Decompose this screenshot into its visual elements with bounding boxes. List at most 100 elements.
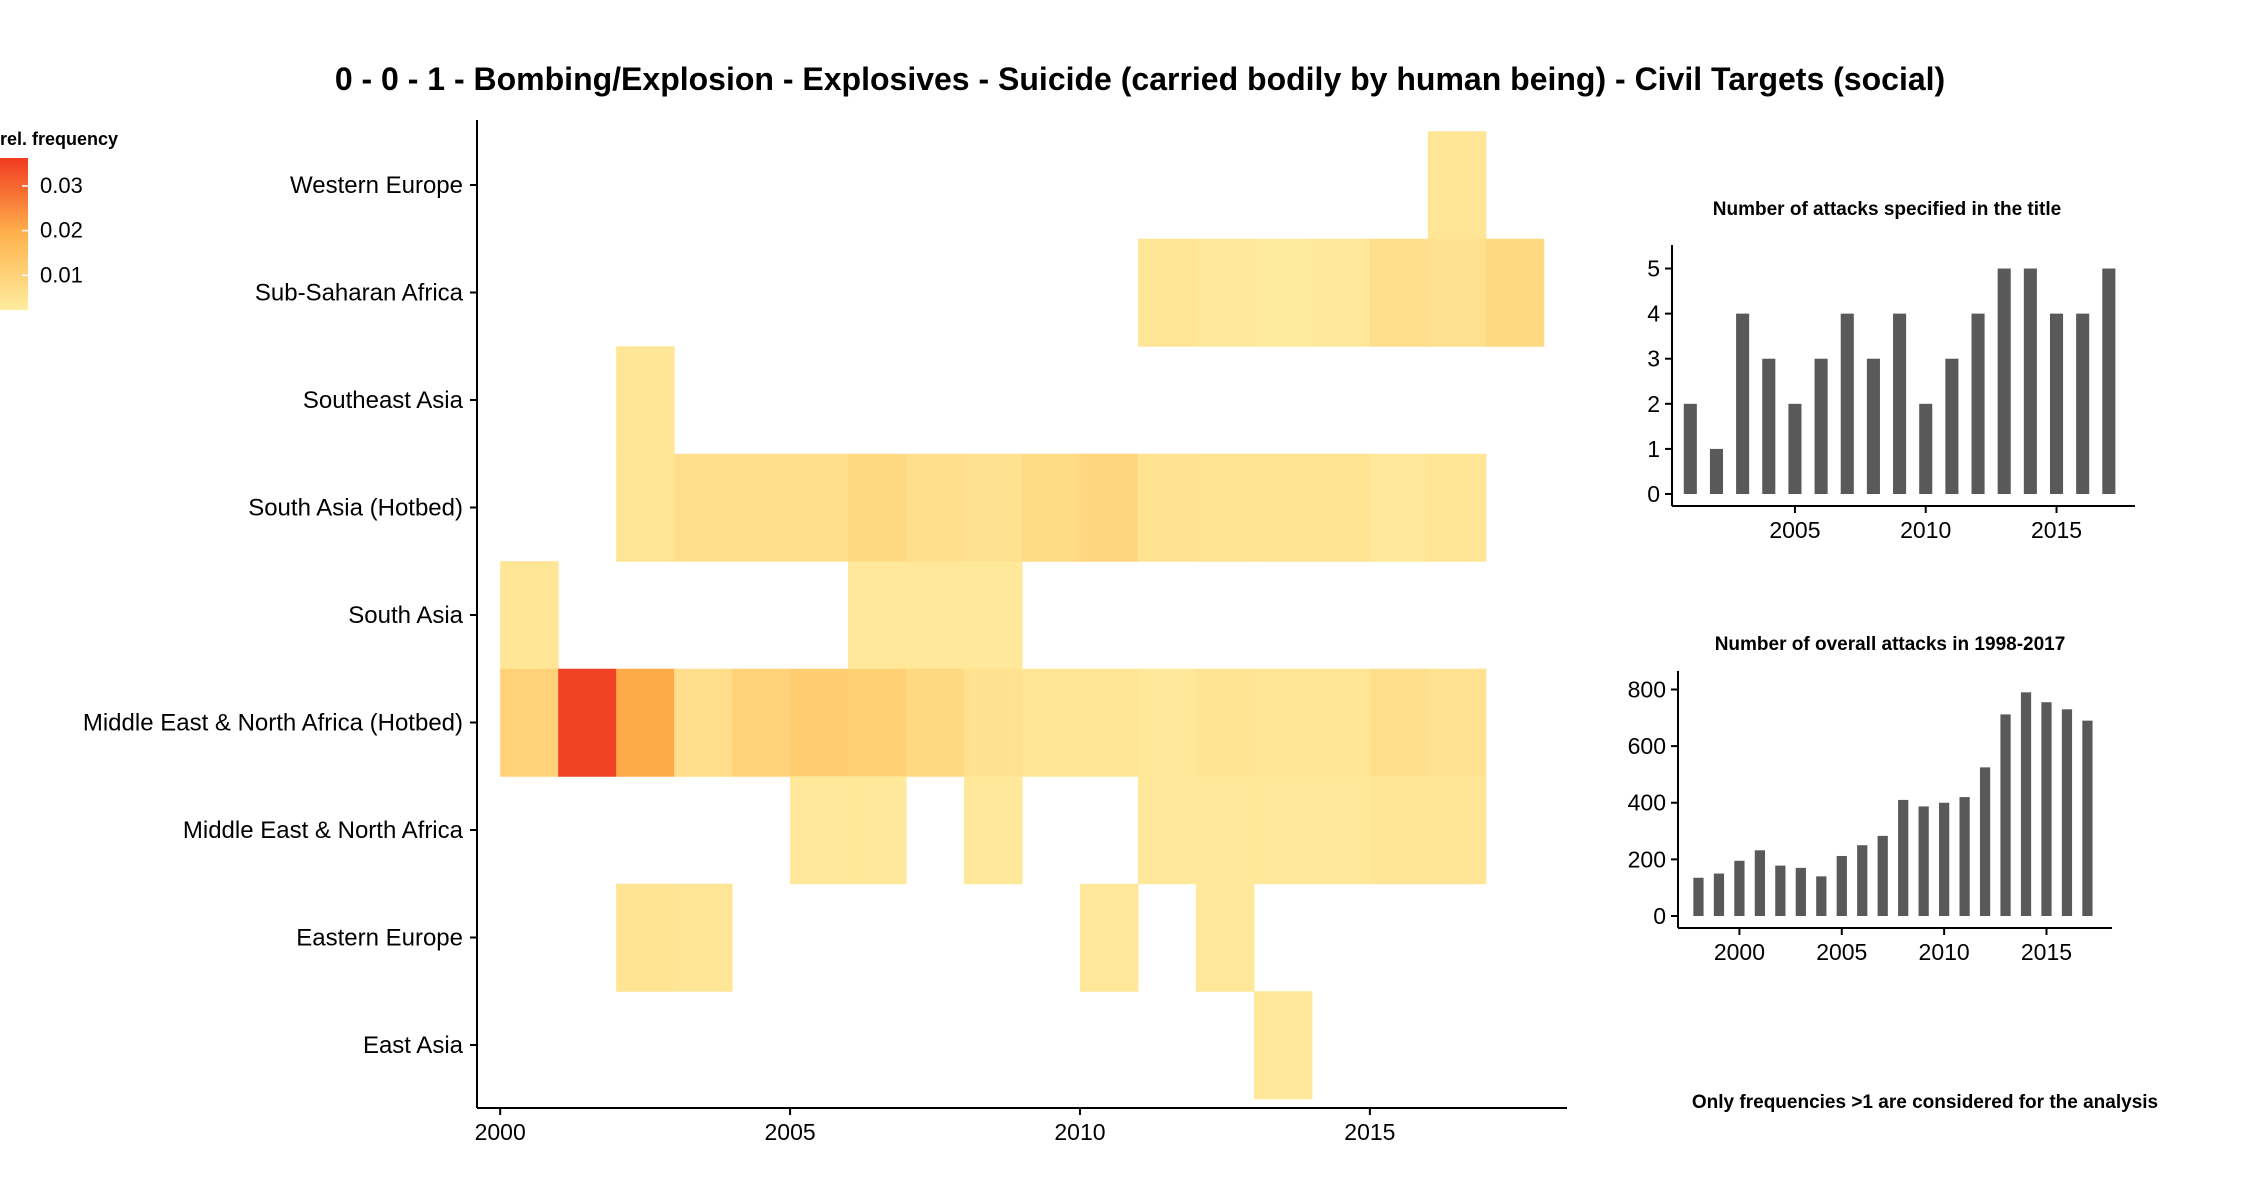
bar <box>1945 358 1959 494</box>
bar-y-tick-label: 0 <box>1647 481 1660 507</box>
bar <box>1762 358 1776 494</box>
heatmap-cell <box>1079 883 1139 992</box>
heatmap-cell <box>616 453 675 562</box>
heatmap-cell <box>1253 991 1313 1100</box>
heatmap-cell <box>1195 453 1255 562</box>
heatmap-cell <box>1427 668 1487 777</box>
bar <box>2000 714 2011 916</box>
heatmap-row-label: Eastern Europe <box>296 925 463 952</box>
bar <box>1814 358 1828 494</box>
bar <box>2023 268 2037 494</box>
heatmap-cell <box>674 453 733 562</box>
bar-y-tick-label: 400 <box>1628 790 1666 816</box>
heatmap-cell <box>1079 453 1139 562</box>
heatmap-cell <box>500 668 559 777</box>
bar <box>1816 876 1827 916</box>
heatmap-cell <box>848 561 907 670</box>
bar <box>1775 865 1786 916</box>
heatmap-cell <box>1311 238 1371 347</box>
bar <box>1840 313 1854 494</box>
heatmap-row-label: East Asia <box>363 1032 464 1059</box>
heatmap-x-tick-label: 2010 <box>1054 1119 1105 1145</box>
heatmap-cell <box>848 776 907 885</box>
bar <box>2076 313 2090 494</box>
heatmap-row-label: Middle East & North Africa (Hotbed) <box>83 710 463 737</box>
bar <box>2102 268 2116 494</box>
heatmap-cell <box>906 668 965 777</box>
attacks-specified-bar-chart: Number of attacks specified in the title… <box>1647 199 2135 543</box>
legend-tick-label: 0.02 <box>40 218 83 243</box>
bar <box>1959 797 1970 916</box>
bar <box>1713 873 1725 916</box>
legend-colorbar <box>0 158 28 310</box>
heatmap-cell <box>1137 453 1197 562</box>
bar-chart-1-title: Number of attacks specified in the title <box>1713 199 2061 220</box>
heatmap-cell <box>964 453 1023 562</box>
bar-x-tick-label: 2015 <box>2021 939 2072 965</box>
bar <box>1893 313 1907 494</box>
heatmap-cell <box>558 668 617 777</box>
bar-x-tick-label: 2010 <box>1919 939 1970 965</box>
bar <box>1866 358 1880 494</box>
heatmap-cell <box>1253 453 1313 562</box>
heatmap-cell <box>674 883 733 992</box>
bar <box>2041 702 2052 916</box>
heatmap-cell <box>1427 453 1487 562</box>
heatmap-cell <box>1022 668 1081 777</box>
heatmap-cell <box>1369 668 1429 777</box>
heatmap-cell <box>848 668 907 777</box>
heatmap-row-label: South Asia (Hotbed) <box>248 495 463 522</box>
heatmap-cell <box>732 453 791 562</box>
bar <box>2020 692 2032 916</box>
bar-y-tick-label: 1 <box>1647 436 1660 462</box>
bar-x-tick-label: 2005 <box>1769 517 1820 543</box>
bar <box>1939 802 1950 916</box>
bar-y-tick-label: 0 <box>1653 903 1666 929</box>
bar <box>1918 806 1929 916</box>
bar-y-tick-label: 2 <box>1647 391 1660 417</box>
bar <box>1877 835 1888 916</box>
heatmap-cell <box>1195 883 1255 992</box>
heatmap-cell <box>1079 668 1139 777</box>
bar-x-tick-label: 2015 <box>2031 517 2082 543</box>
bar <box>1997 268 2011 494</box>
heatmap-cell <box>1137 776 1197 885</box>
bar <box>1683 403 1697 494</box>
bar <box>1857 845 1868 916</box>
heatmap-cell <box>906 561 965 670</box>
heatmap-cell <box>1022 453 1081 562</box>
bar <box>1979 767 1991 916</box>
legend-tick-label: 0.01 <box>40 262 83 287</box>
heatmap-cell <box>1253 776 1313 885</box>
heatmap-row-label: Southeast Asia <box>303 387 464 414</box>
heatmap-cell <box>1311 453 1371 562</box>
footnote: Only frequencies >1 are considered for t… <box>1692 1092 2158 1113</box>
heatmap-cell <box>1137 668 1197 777</box>
heatmap-cell <box>906 453 965 562</box>
heatmap-cell <box>1195 238 1255 347</box>
bar <box>1898 799 1909 916</box>
bar <box>1693 877 1704 916</box>
bar-y-tick-label: 200 <box>1628 846 1666 872</box>
bar-x-tick-label: 2010 <box>1900 517 1951 543</box>
heatmap-cell <box>1369 238 1429 347</box>
heatmap-cell <box>790 668 849 777</box>
heatmap-cell <box>1427 131 1487 240</box>
bar <box>2061 709 2073 916</box>
heatmap-row-label: Sub-Saharan Africa <box>255 280 464 307</box>
bar-x-tick-label: 2000 <box>1714 939 1765 965</box>
heatmap-cell <box>1485 238 1545 347</box>
bar <box>1754 850 1766 916</box>
bar-y-tick-label: 600 <box>1628 733 1666 759</box>
bar <box>2049 313 2064 494</box>
heatmap-cell <box>1253 668 1313 777</box>
heatmap-row-label: Western Europe <box>290 172 463 199</box>
heatmap-cell <box>1311 776 1371 885</box>
bar <box>1734 860 1745 916</box>
bar-x-tick-label: 2005 <box>1816 939 1867 965</box>
bar <box>2082 720 2093 916</box>
heatmap-cell <box>616 668 675 777</box>
heatmap-row-label: Middle East & North Africa <box>183 817 464 844</box>
bar <box>1709 448 1724 494</box>
